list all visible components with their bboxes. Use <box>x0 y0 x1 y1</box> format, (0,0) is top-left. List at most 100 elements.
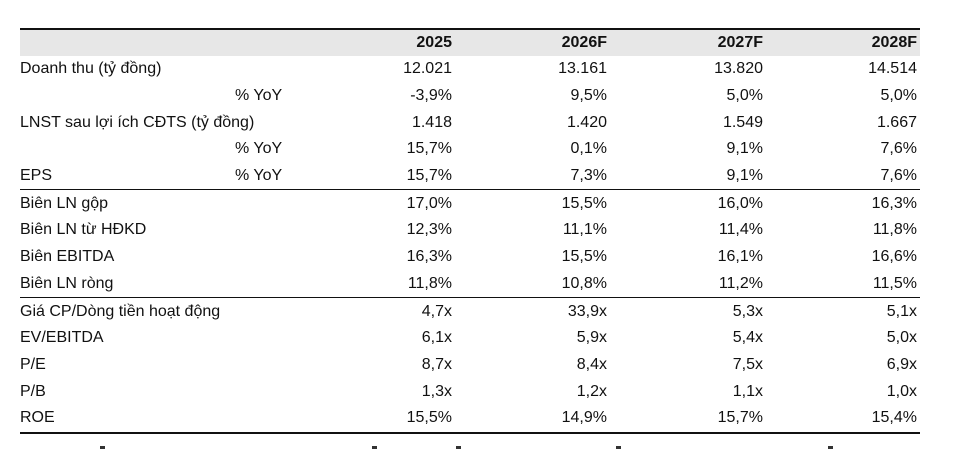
table-header-row: 2025 2026F 2027F 2028F <box>20 29 920 56</box>
table-row-operating-margin: Biên LN từ HĐKD 12,3% 11,1% 11,4% 11,8% <box>20 217 920 244</box>
row-label: Biên LN gộp <box>20 189 292 218</box>
table-cell: 6,1x <box>421 329 452 347</box>
table-row-eps-yoy: EPS % YoY 15,7% 7,3% 9,1% 7,6% <box>20 163 920 190</box>
table-cell: 16,6% <box>871 248 917 266</box>
row-label-text: P/E <box>20 355 46 373</box>
cropped-mark <box>372 446 377 449</box>
table-cell: 13.161 <box>558 60 607 78</box>
table-row-revenue-yoy: % YoY -3,9% 9,5% 5,0% 5,0% <box>20 83 920 110</box>
row-sublabel: % YoY <box>235 140 283 158</box>
table-row-revenue: Doanh thu (tỷ đồng) 12.021 13.161 13.820… <box>20 56 920 83</box>
row-label-text: ROE <box>20 409 55 427</box>
table-cell: 14,9% <box>455 404 610 434</box>
table-cell: 1,0x <box>886 382 917 400</box>
row-label-text: Biên LN ròng <box>20 274 114 292</box>
table-cell: 5,9x <box>576 329 607 347</box>
row-sublabel: % YoY <box>235 167 283 185</box>
header-label-cell <box>20 29 292 56</box>
table-cell: 15,7% <box>610 404 766 434</box>
table-cell: 16,0% <box>610 189 766 218</box>
table-cell: 13.820 <box>714 60 763 78</box>
table-cell: 1,2x <box>576 382 607 400</box>
table-cell: 12,3% <box>406 221 452 239</box>
table-cell: 11,2% <box>718 274 763 292</box>
table-cell: 15,5% <box>455 189 610 218</box>
table-cell: 0,1% <box>570 140 607 158</box>
table-cell: 8,7x <box>421 355 452 373</box>
header-year-2026f: 2026F <box>561 34 607 51</box>
cropped-mark <box>828 446 833 449</box>
table-cell: 15,5% <box>292 404 455 434</box>
table-cell: 15,5% <box>561 248 607 266</box>
table-cell: 9,5% <box>570 87 607 105</box>
row-label: ROE <box>20 404 292 434</box>
table-cell: 11,8% <box>407 274 452 292</box>
table-cell: 33,9x <box>455 297 610 325</box>
table-cell: 5,3x <box>610 297 766 325</box>
table-cell: 1.549 <box>722 113 763 131</box>
row-label: EV/EBITDA <box>20 325 292 352</box>
table-cell: 5,0% <box>726 87 763 105</box>
table-cell: 11,4% <box>718 221 763 239</box>
table-cell: 5,0x <box>886 329 917 347</box>
table-cell: 7,3% <box>570 167 607 185</box>
table-cell: 16,1% <box>717 248 763 266</box>
row-label: P/E <box>20 352 292 379</box>
table-cell: 1.420 <box>566 113 607 131</box>
cropped-mark <box>100 446 105 449</box>
row-label-text: Doanh thu (tỷ đồng) <box>20 60 162 78</box>
cropped-mark <box>456 446 461 449</box>
table-cell: 9,1% <box>726 167 763 185</box>
table-cell: 9,1% <box>726 140 763 158</box>
row-label-text: Biên LN gộp <box>20 194 109 212</box>
table-cell: 1,1x <box>732 382 763 400</box>
table-cell: 15,7% <box>406 167 452 185</box>
row-label-text: EV/EBITDA <box>20 329 104 347</box>
row-label-text: LNST sau lợi ích CĐTS (tỷ đồng) <box>20 113 255 131</box>
table-cell: 14.514 <box>868 60 917 78</box>
financial-forecast-table: 2025 2026F 2027F 2028F Doanh thu (tỷ đồn… <box>20 28 920 434</box>
cropped-text-fragment <box>20 446 920 452</box>
row-sublabel: % YoY <box>235 87 283 105</box>
row-label: Biên EBITDA <box>20 244 292 271</box>
table-row-price-to-cashflow: Giá CP/Dòng tiền hoạt động 4,7x 33,9x 5,… <box>20 297 920 325</box>
table-cell: 8,4x <box>576 355 607 373</box>
row-label: Biên LN ròng <box>20 271 292 298</box>
table-row-gross-margin: Biên LN gộp 17,0% 15,5% 16,0% 16,3% <box>20 189 920 218</box>
row-label-text: EPS <box>20 167 53 185</box>
table-row-roe: ROE 15,5% 14,9% 15,7% 15,4% <box>20 404 920 434</box>
table-cell: 5,4x <box>732 329 763 347</box>
table-cell: 5,0% <box>880 87 917 105</box>
table-cell: 7,5x <box>732 355 763 373</box>
row-label: % YoY <box>20 83 292 110</box>
table-cell: 12.021 <box>403 60 452 78</box>
row-label-text: Biên EBITDA <box>20 248 115 266</box>
table-cell: 15,4% <box>766 404 920 434</box>
row-label: EPS % YoY <box>20 163 292 190</box>
header-year-2028f: 2028F <box>871 34 917 51</box>
table-cell: 7,6% <box>880 167 917 185</box>
table-cell: 16,3% <box>766 189 920 218</box>
table-cell: 1,3x <box>421 382 452 400</box>
row-label: Doanh thu (tỷ đồng) <box>20 56 292 83</box>
table-row-ev-ebitda: EV/EBITDA 6,1x 5,9x 5,4x 5,0x <box>20 325 920 352</box>
table-cell: 16,3% <box>406 248 452 266</box>
row-label-text: Giá CP/Dòng tiền hoạt động <box>20 302 221 320</box>
cropped-mark <box>616 446 621 449</box>
row-label: P/B <box>20 378 292 405</box>
row-label: LNST sau lợi ích CĐTS (tỷ đồng) <box>20 109 292 136</box>
row-label: Biên LN từ HĐKD <box>20 217 292 244</box>
table-cell: 11,5% <box>872 274 917 292</box>
header-year-2025: 2025 <box>416 34 452 51</box>
table-row-net-profit-yoy: % YoY 15,7% 0,1% 9,1% 7,6% <box>20 136 920 163</box>
table-cell: 11,1% <box>562 221 607 239</box>
table-cell: 6,9x <box>886 355 917 373</box>
table-row-ebitda-margin: Biên EBITDA 16,3% 15,5% 16,1% 16,6% <box>20 244 920 271</box>
table-row-net-profit: LNST sau lợi ích CĐTS (tỷ đồng) 1.418 1.… <box>20 109 920 136</box>
table-cell: 17,0% <box>292 189 455 218</box>
table-cell: 11,8% <box>872 221 917 239</box>
table-cell: 1.667 <box>876 113 917 131</box>
table-row-net-margin: Biên LN ròng 11,8% 10,8% 11,2% 11,5% <box>20 271 920 298</box>
table-row-pb: P/B 1,3x 1,2x 1,1x 1,0x <box>20 378 920 405</box>
table-cell: -3,9% <box>410 87 452 105</box>
